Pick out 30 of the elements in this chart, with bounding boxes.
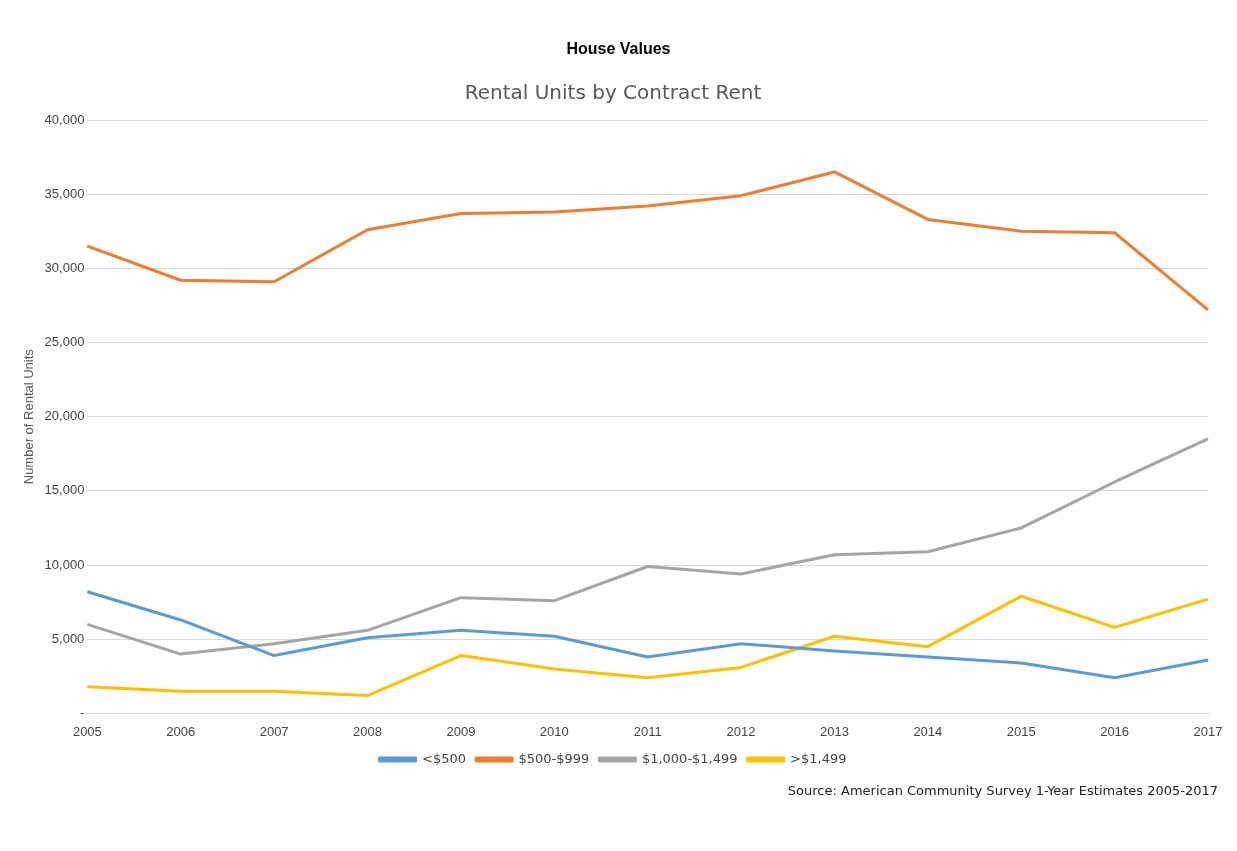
- y-tick-label: 35,000: [44, 185, 85, 201]
- legend-label: $500-$999: [518, 750, 590, 766]
- source-note: Source: American Community Survey 1-Year Estimates 2005-2017: [787, 782, 1218, 798]
- y-tick-label: 20,000: [44, 408, 85, 424]
- y-tick-label: 15,000: [44, 482, 85, 498]
- y-tick-label: 30,000: [44, 259, 85, 275]
- y-tick-label: 25,000: [44, 334, 85, 350]
- chart-title: House Values: [565, 40, 672, 58]
- x-tick-label: 2006: [166, 723, 196, 739]
- x-tick-label: 2016: [1100, 723, 1130, 739]
- x-tick-label: 2005: [72, 723, 102, 739]
- x-tick-label: 2011: [633, 723, 662, 739]
- x-tick-label: 2013: [819, 723, 849, 739]
- chart-subtitle: Rental Units by Contract Rent: [464, 80, 762, 105]
- x-tick-label: 2007: [259, 723, 289, 739]
- y-tick-label: 5,000: [51, 630, 85, 646]
- x-tick-label: 2010: [539, 723, 569, 739]
- x-tick-label: 2012: [726, 723, 756, 739]
- x-tick-label: 2009: [446, 723, 476, 739]
- y-tick-label: 10,000: [44, 556, 85, 572]
- x-tick-label: 2017: [1193, 723, 1223, 739]
- y-tick-label: -: [80, 704, 85, 720]
- y-tick-label: 40,000: [44, 111, 85, 127]
- x-tick-label: 2014: [913, 723, 943, 739]
- legend-label: <$500: [422, 750, 467, 766]
- y-axis-title: Number of Rental Units: [21, 348, 37, 485]
- legend-label: >$1,499: [790, 750, 847, 766]
- x-tick-label: 2008: [353, 723, 382, 739]
- x-tick-label: 2015: [1006, 723, 1036, 739]
- legend-label: $1,000-$1,499: [641, 750, 738, 766]
